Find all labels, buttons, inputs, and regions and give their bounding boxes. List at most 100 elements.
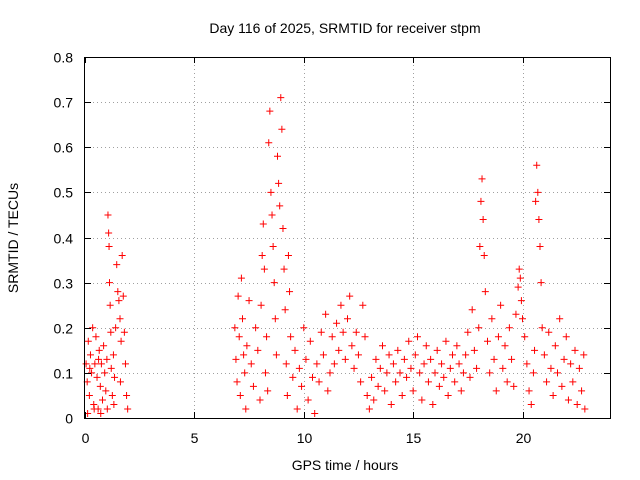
data-point: [276, 202, 284, 210]
data-point: [414, 333, 421, 341]
x-tick-label: 0: [82, 430, 90, 446]
data-point: [287, 333, 295, 341]
data-point: [256, 396, 264, 404]
data-point: [341, 355, 349, 363]
data-point: [93, 373, 101, 381]
data-point: [532, 197, 540, 205]
y-tick-label: 0.5: [54, 185, 74, 201]
data-point: [554, 369, 561, 377]
data-point: [567, 360, 575, 368]
data-point: [562, 333, 570, 341]
data-point: [233, 378, 241, 386]
data-points: [82, 94, 589, 417]
data-point: [547, 364, 555, 372]
data-point: [115, 297, 123, 305]
data-point: [283, 391, 291, 399]
y-tick-label: 0.7: [54, 95, 74, 111]
data-point: [278, 125, 286, 133]
data-point: [531, 346, 539, 354]
data-point: [106, 301, 114, 309]
data-point: [503, 378, 511, 386]
data-point: [558, 382, 566, 390]
data-point: [95, 355, 103, 363]
data-point: [277, 94, 285, 102]
data-point: [92, 333, 100, 341]
data-point: [259, 220, 267, 228]
data-point: [124, 405, 132, 413]
y-tick-label: 0.3: [54, 276, 74, 292]
data-point: [527, 400, 535, 408]
data-point: [431, 369, 439, 377]
data-point: [556, 315, 564, 323]
data-point: [374, 382, 382, 390]
data-point: [337, 301, 345, 309]
data-point: [275, 179, 283, 187]
data-point: [492, 387, 500, 395]
data-point: [89, 324, 97, 332]
data-point: [560, 355, 568, 363]
data-point: [403, 373, 411, 381]
data-point: [501, 342, 509, 350]
data-point: [446, 364, 454, 372]
data-point: [407, 364, 415, 372]
data-point: [339, 328, 347, 336]
data-point: [476, 243, 484, 251]
data-point: [350, 364, 358, 372]
data-point: [521, 333, 529, 341]
data-point: [106, 279, 113, 287]
data-point: [429, 400, 437, 408]
data-point: [258, 252, 266, 260]
data-point: [95, 346, 103, 354]
data-point: [252, 324, 260, 332]
data-point: [455, 360, 463, 368]
data-point: [523, 360, 531, 368]
data-point: [295, 364, 303, 372]
data-point: [442, 337, 450, 345]
data-point: [578, 387, 586, 395]
data-point: [514, 283, 522, 291]
data-point: [352, 328, 360, 336]
y-tick-label: 0: [65, 411, 73, 427]
data-point: [519, 315, 526, 323]
x-tick-label: 5: [191, 430, 199, 446]
data-point: [535, 215, 543, 223]
data-point: [512, 310, 520, 318]
data-point: [569, 378, 577, 386]
data-point: [484, 337, 491, 345]
data-point: [451, 378, 459, 386]
data-point: [478, 175, 486, 183]
data-point: [490, 355, 498, 363]
data-point: [293, 405, 301, 413]
data-point: [231, 324, 239, 332]
x-tick-label: 15: [406, 430, 422, 446]
data-point: [376, 364, 384, 372]
data-point: [264, 387, 272, 395]
data-point: [381, 387, 389, 395]
grid-layer: [85, 57, 610, 418]
data-point: [311, 409, 319, 417]
data-point: [508, 355, 516, 363]
x-tick-label: 20: [516, 430, 532, 446]
data-point: [317, 328, 325, 336]
data-point: [90, 405, 98, 413]
data-point: [306, 337, 314, 345]
data-point: [453, 342, 461, 350]
data-point: [473, 364, 481, 372]
data-point: [422, 342, 430, 350]
data-point: [346, 292, 354, 300]
data-point: [291, 346, 299, 354]
data-point: [416, 369, 424, 377]
data-point: [304, 396, 312, 404]
x-tick-label: 10: [297, 430, 313, 446]
data-point: [274, 152, 281, 160]
data-point: [389, 360, 397, 368]
data-point: [405, 337, 413, 345]
data-point: [240, 351, 248, 359]
data-point: [286, 288, 294, 296]
data-point: [536, 243, 544, 251]
data-point: [581, 405, 589, 413]
data-point: [281, 306, 289, 314]
data-point: [272, 351, 280, 359]
data-point: [540, 351, 548, 359]
data-point: [479, 215, 487, 223]
